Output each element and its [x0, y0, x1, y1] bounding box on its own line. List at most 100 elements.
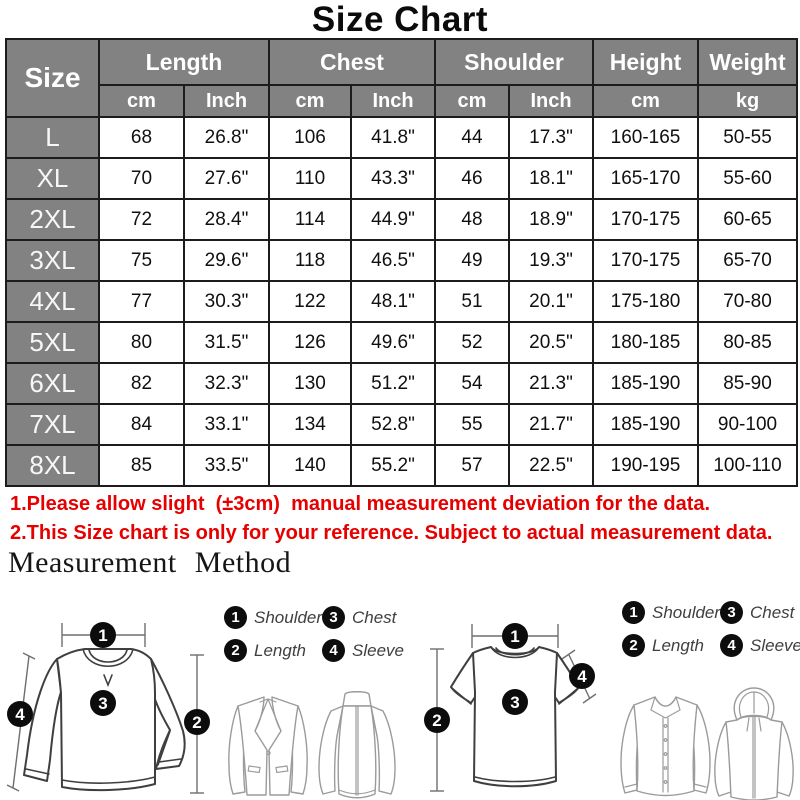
marker-sleeve: [569, 663, 595, 689]
value-cell: 29.6": [183, 239, 270, 282]
hoodie-drawing: [714, 687, 794, 800]
size-chart-table: Size Length Chest Shoulder Height Weight…: [5, 38, 799, 487]
value-cell: 80: [98, 321, 185, 364]
value-cell: 170-175: [592, 239, 700, 282]
value-cell: 22.5": [507, 444, 595, 487]
page-title: Size Chart: [311, 0, 489, 39]
shirt-drawing: [620, 696, 711, 797]
table-row: XL 70 27.6" 110 43.3" 46 18.1" 165-170 55-60: [5, 157, 799, 200]
value-cell: 41.8": [350, 116, 436, 159]
measurement-notes: 1.Please allow slight (±3cm) manual meas…: [10, 490, 796, 548]
legend-item-chest: 3 Chest: [720, 601, 800, 624]
value-cell: 44.9": [350, 198, 436, 241]
diagram-markers: 1 3 2 4: [7, 622, 210, 735]
size-cell: 3XL: [5, 239, 100, 282]
value-cell: 106: [268, 116, 352, 159]
measurement-method-title: Measurement Method: [8, 546, 292, 579]
value-cell: 18.9": [507, 198, 595, 241]
unit-header: Inch: [350, 84, 436, 118]
marker-shoulder: [502, 623, 528, 649]
value-cell: 170-175: [592, 198, 700, 241]
value-cell: 51.2": [350, 362, 436, 405]
svg-text:2: 2: [192, 713, 201, 732]
value-cell: 70: [98, 157, 185, 200]
value-cell: 51: [434, 280, 510, 323]
measurement-legend-right: 1 Shoulder 3 Chest 2 Length 4 Sleeve: [622, 601, 800, 657]
circled-number-icon: 3: [720, 601, 743, 624]
table-row: 2XL 72 28.4" 114 44.9" 48 18.9" 170-175 60-65: [5, 198, 799, 241]
value-cell: 165-170: [592, 157, 700, 200]
size-cell: L: [5, 116, 100, 159]
table-row: 6XL 82 32.3" 130 51.2" 54 21.3" 185-190 85-90: [5, 362, 799, 405]
note-deviation: 1.Please allow slight (±3cm) manual meas…: [10, 493, 711, 515]
value-cell: 70-80: [697, 280, 799, 323]
tshirt-drawing: [450, 646, 580, 788]
value-cell: 43.3": [350, 157, 436, 200]
circled-number-icon: 1: [622, 601, 645, 624]
value-cell: 160-165: [592, 116, 700, 159]
measurement-legend-left: 1 Shoulder 3 Chest 2 Length 4 Sleeve: [224, 606, 404, 662]
table-row: 8XL 85 33.5" 140 55.2" 57 22.5" 190-195 100-110: [5, 444, 799, 487]
table-row: 5XL 80 31.5" 126 49.6" 52 20.5" 180-185 80-85: [5, 321, 799, 364]
marker-sleeve: [7, 701, 33, 727]
col-header-chest: Chest: [268, 38, 436, 86]
value-cell: 19.3": [507, 239, 595, 282]
value-cell: 185-190: [592, 362, 700, 405]
value-cell: 72: [98, 198, 185, 241]
note-reference: 2.This Size chart is only for your refer…: [10, 522, 773, 544]
svg-text:2: 2: [432, 711, 441, 730]
value-cell: 33.1": [183, 403, 270, 446]
value-cell: 75: [98, 239, 185, 282]
value-cell: 80-85: [697, 321, 799, 364]
value-cell: 55-60: [697, 157, 799, 200]
marker-chest: [90, 690, 116, 716]
value-cell: 20.1": [507, 280, 595, 323]
value-cell: 17.3": [507, 116, 595, 159]
value-cell: 26.8": [183, 116, 270, 159]
value-cell: 30.3": [183, 280, 270, 323]
size-rows: L 68 26.8" 106 41.8" 44 17.3" 160-165 50-55 XL 70 2…: [5, 116, 799, 487]
value-cell: 21.3": [507, 362, 595, 405]
table-row: 7XL 84 33.1" 134 52.8" 55 21.7" 185-190 90-100: [5, 403, 799, 446]
value-cell: 54: [434, 362, 510, 405]
value-cell: 48.1": [350, 280, 436, 323]
value-cell: 49.6": [350, 321, 436, 364]
circled-number-icon: 4: [720, 634, 743, 657]
value-cell: 140: [268, 444, 352, 487]
legend-item-shoulder: 1 Shoulder: [224, 606, 322, 629]
value-cell: 126: [268, 321, 352, 364]
svg-text:4: 4: [15, 705, 25, 724]
svg-text:3: 3: [510, 693, 519, 712]
col-header-length: Length: [98, 38, 270, 86]
legend-item-sleeve: 4 Sleeve: [322, 639, 404, 662]
value-cell: 85-90: [697, 362, 799, 405]
table-row: L 68 26.8" 106 41.8" 44 17.3" 160-165 50-55: [5, 116, 799, 159]
marker-chest: [502, 689, 528, 715]
value-cell: 20.5": [507, 321, 595, 364]
tshirt-diagram: 1 3 2 4: [424, 623, 597, 792]
value-cell: 100-110: [697, 444, 799, 487]
value-cell: 180-185: [592, 321, 700, 364]
unit-header: cm: [592, 84, 700, 118]
sweatshirt-drawing: [23, 648, 186, 792]
circled-number-icon: 2: [224, 639, 247, 662]
value-cell: 110: [268, 157, 352, 200]
value-cell: 28.4": [183, 198, 270, 241]
table-header: Size Length Chest Shoulder Height Weight…: [5, 38, 799, 118]
sweatshirt-diagram: 1 3 2 4: [6, 622, 210, 794]
circled-number-icon: 1: [224, 606, 247, 629]
value-cell: 44: [434, 116, 510, 159]
unit-header: kg: [697, 84, 799, 118]
value-cell: 32.3": [183, 362, 270, 405]
value-cell: 175-180: [592, 280, 700, 323]
size-cell: 2XL: [5, 198, 100, 241]
size-cell: 4XL: [5, 280, 100, 323]
value-cell: 90-100: [697, 403, 799, 446]
size-cell: 5XL: [5, 321, 100, 364]
blazer-drawing: [228, 696, 308, 796]
value-cell: 68: [98, 116, 185, 159]
value-cell: 18.1": [507, 157, 595, 200]
value-cell: 52.8": [350, 403, 436, 446]
unit-header: cm: [268, 84, 352, 118]
